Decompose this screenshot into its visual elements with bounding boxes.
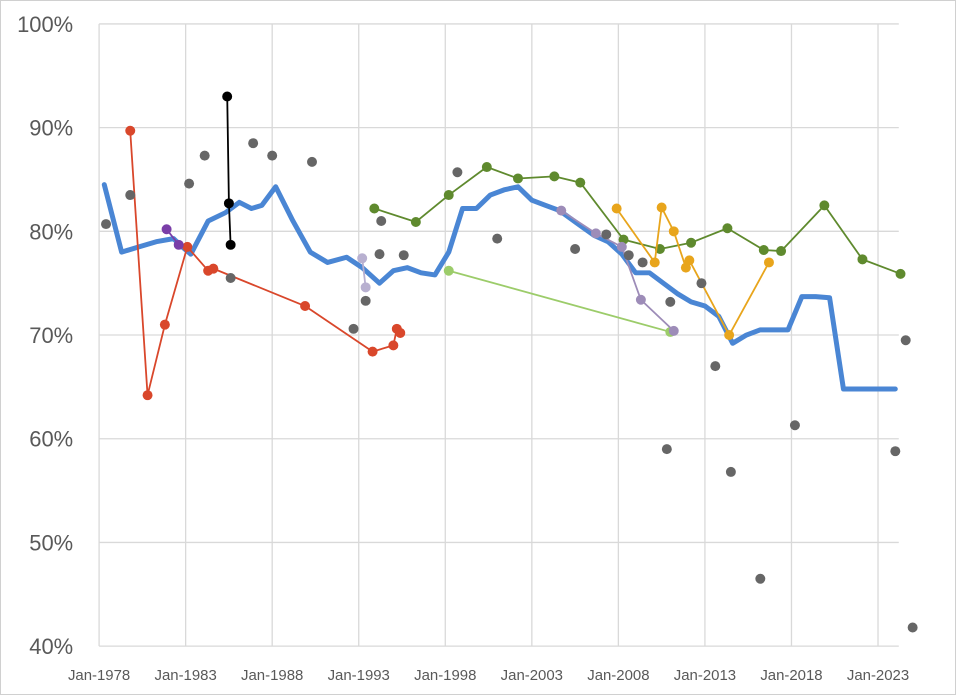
data-point xyxy=(184,178,195,189)
data-point xyxy=(398,250,409,261)
y-tick-label: 50% xyxy=(29,530,73,555)
data-point xyxy=(601,229,612,240)
data-point xyxy=(492,233,503,244)
data-point xyxy=(668,325,679,336)
data-point xyxy=(225,273,236,283)
x-tick-label: Jan-2018 xyxy=(760,667,822,684)
data-point xyxy=(710,361,721,372)
data-point xyxy=(549,171,560,182)
x-tick-label: Jan-2008 xyxy=(587,667,649,684)
x-axis-ticks: Jan-1978 Jan-1983 Jan-1988 Jan-1993 Jan-1998… xyxy=(68,667,909,684)
data-point xyxy=(616,241,627,252)
data-point xyxy=(223,198,234,209)
data-point xyxy=(512,173,523,184)
data-point xyxy=(410,217,421,227)
data-point xyxy=(248,138,259,149)
data-point xyxy=(173,239,184,250)
data-point xyxy=(222,91,233,102)
data-point xyxy=(300,301,311,311)
data-point xyxy=(125,190,136,201)
data-point xyxy=(369,203,380,214)
x-tick-label: Jan-1988 xyxy=(241,667,303,684)
data-point xyxy=(182,241,193,252)
data-point xyxy=(376,215,387,226)
data-point xyxy=(208,263,219,274)
x-tick-label: Jan-2013 xyxy=(674,667,736,684)
x-tick-label: Jan-1993 xyxy=(328,667,390,684)
series-line-8 xyxy=(615,206,770,336)
data-point xyxy=(722,223,733,234)
x-tick-label: Jan-1978 xyxy=(68,667,130,684)
data-point xyxy=(367,346,378,357)
data-point xyxy=(395,327,406,338)
data-point xyxy=(443,190,454,201)
data-point xyxy=(199,150,210,161)
data-point xyxy=(637,257,648,268)
data-point xyxy=(724,330,735,341)
y-axis-ticks: 40% 50% 60% 70% 80% 90% 100% xyxy=(17,12,73,659)
data-point xyxy=(142,390,153,401)
data-point xyxy=(348,323,359,334)
data-point xyxy=(570,243,581,254)
x-tick-label: Jan-2003 xyxy=(501,667,563,684)
data-point xyxy=(758,245,769,255)
data-point xyxy=(267,150,278,161)
series-line-6 xyxy=(448,269,671,333)
data-point xyxy=(686,237,697,248)
data-point xyxy=(789,420,800,431)
data-point xyxy=(635,294,646,305)
data-point xyxy=(556,205,567,216)
data-point xyxy=(819,200,830,211)
y-tick-label: 40% xyxy=(29,634,73,659)
data-point xyxy=(225,239,236,250)
y-tick-label: 60% xyxy=(29,427,73,452)
data-point xyxy=(161,224,172,235)
x-tick-label: Jan-2023 xyxy=(847,667,909,684)
data-point xyxy=(656,202,667,213)
data-point xyxy=(388,340,399,351)
data-point xyxy=(857,254,868,265)
data-point xyxy=(360,295,371,306)
x-tick-label: Jan-1983 xyxy=(154,667,216,684)
data-point xyxy=(575,177,586,188)
data-point xyxy=(668,226,679,237)
data-point xyxy=(125,125,136,136)
data-point xyxy=(159,319,170,330)
y-tick-label: 70% xyxy=(29,323,73,348)
data-point xyxy=(725,466,736,477)
data-point xyxy=(443,265,454,276)
series-layer xyxy=(101,91,918,633)
data-point xyxy=(776,246,787,257)
y-tick-label: 100% xyxy=(17,12,73,37)
data-point xyxy=(696,278,707,289)
data-point xyxy=(907,622,918,633)
y-tick-label: 90% xyxy=(29,116,73,141)
data-point xyxy=(611,203,622,214)
data-point xyxy=(360,282,371,293)
data-point xyxy=(623,250,634,261)
series-line-0 xyxy=(101,182,898,392)
data-point xyxy=(665,296,676,307)
y-tick-label: 80% xyxy=(29,219,73,244)
data-point xyxy=(307,156,317,167)
data-point xyxy=(374,249,385,260)
data-point xyxy=(101,219,112,230)
data-point xyxy=(590,228,601,239)
data-point xyxy=(684,255,695,266)
data-point xyxy=(357,253,368,264)
gridlines xyxy=(98,23,899,647)
data-point xyxy=(661,444,672,455)
data-point xyxy=(649,257,660,268)
data-point xyxy=(755,573,766,584)
data-point xyxy=(481,162,492,173)
data-point xyxy=(895,268,906,279)
data-point xyxy=(452,167,463,178)
data-point xyxy=(900,335,911,346)
data-point xyxy=(763,257,774,268)
x-tick-label: Jan-1998 xyxy=(414,667,476,684)
data-point xyxy=(890,446,901,457)
